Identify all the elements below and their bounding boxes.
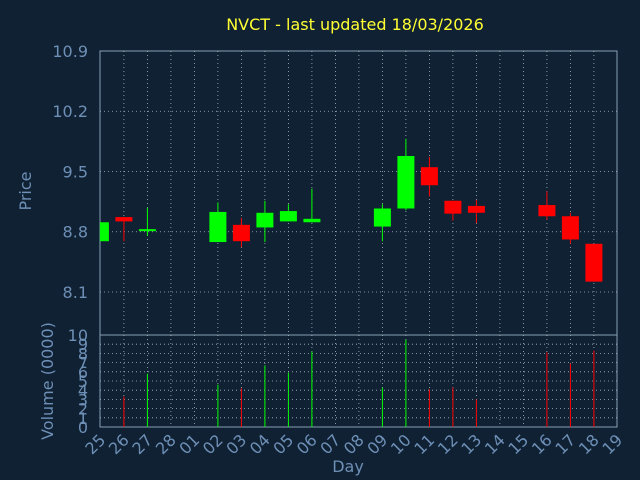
candle-body-17 bbox=[561, 216, 579, 240]
candle-body-02 bbox=[209, 211, 227, 243]
volume-plot-area bbox=[99, 334, 618, 428]
candle-body-16 bbox=[538, 205, 556, 217]
candle-body-09 bbox=[373, 208, 391, 227]
price-tick-label: 8.8 bbox=[63, 223, 88, 242]
x-axis-label: Day bbox=[332, 457, 364, 476]
candle-body-18 bbox=[585, 243, 603, 282]
volume-tick-label: 7 bbox=[78, 354, 88, 373]
candle-body-11 bbox=[420, 167, 438, 186]
candle-body-12 bbox=[444, 200, 462, 214]
candle-body-10 bbox=[397, 155, 415, 209]
volume-axis-label: Volume (0000) bbox=[38, 322, 57, 440]
volume-tick-label: 5 bbox=[78, 372, 88, 391]
volume-tick-label: 3 bbox=[78, 390, 88, 409]
candle-body-25 bbox=[100, 222, 109, 242]
price-tick-label: 10.9 bbox=[52, 42, 88, 61]
price-tick-label: 8.1 bbox=[63, 283, 88, 302]
volume-tick-label: 4 bbox=[78, 381, 88, 400]
volume-tick-label: 9 bbox=[78, 335, 88, 354]
candle-body-26 bbox=[115, 217, 133, 222]
chart-title: NVCT - last updated 18/03/2026 bbox=[226, 15, 484, 34]
candle-body-05 bbox=[279, 211, 297, 222]
price-axis-label: Price bbox=[16, 171, 35, 210]
candle-body-04 bbox=[256, 212, 274, 228]
volume-tick-label: 10 bbox=[68, 326, 88, 345]
x-axis-ticks: 2526272801020304050607080910111213141516… bbox=[81, 430, 626, 458]
price-panel: 10.9 10.2 9.5 8.8 8.1 bbox=[52, 42, 618, 336]
volume-tick-label: 6 bbox=[78, 363, 88, 382]
candle-body-27 bbox=[138, 229, 156, 232]
volume-tick-label: 8 bbox=[78, 344, 88, 363]
price-tick-label: 10.2 bbox=[52, 102, 88, 121]
candle-body-06 bbox=[303, 218, 321, 223]
price-tick-label: 9.5 bbox=[63, 162, 88, 181]
candle-body-03 bbox=[232, 224, 250, 242]
volume-tick-label: 2 bbox=[78, 400, 88, 419]
candle-body-13 bbox=[467, 205, 485, 213]
price-plot-area bbox=[99, 50, 618, 336]
volume-tick-label: 0 bbox=[78, 418, 88, 437]
volume-tick-label: 1 bbox=[78, 409, 88, 428]
